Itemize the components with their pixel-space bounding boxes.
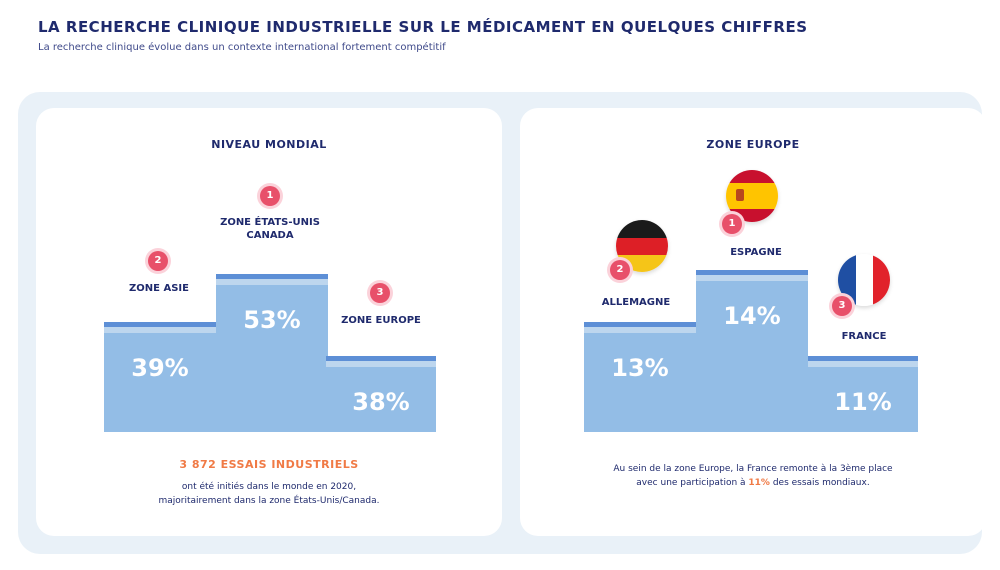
category-label: ZONE EUROPE xyxy=(341,315,421,326)
footer-highlight: 3 872 ESSAIS INDUSTRIELS xyxy=(179,458,359,471)
panel-title-world: NIVEAU MONDIAL xyxy=(211,138,327,151)
page-title: LA RECHERCHE CLINIQUE INDUSTRIELLE SUR L… xyxy=(38,18,808,36)
footer-line: Au sein de la zone Europe, la France rem… xyxy=(613,464,893,474)
category-label: FRANCE xyxy=(841,331,887,342)
podium-step-bar xyxy=(104,333,216,432)
category-label: ALLEMAGNE xyxy=(601,297,671,308)
podium-step-bar xyxy=(216,285,328,432)
podium-step-bar xyxy=(584,333,696,432)
podium-step-rim xyxy=(104,327,216,333)
podium-step-bar xyxy=(696,281,808,432)
category-label: ZONE ASIE xyxy=(129,283,189,294)
podium-step-rim xyxy=(216,279,328,285)
podium-step-rim xyxy=(696,275,808,281)
podium-step-top xyxy=(326,356,436,361)
rank-badge: 2 xyxy=(610,260,630,280)
podium-step-top xyxy=(696,270,808,275)
podium-step-top xyxy=(216,274,328,279)
rank-badge: 3 xyxy=(832,296,852,316)
footer-text-post: des essais mondiaux. xyxy=(769,478,870,488)
rank-badge: 1 xyxy=(260,186,280,206)
france-flag-icon xyxy=(838,254,890,306)
footer-highlight: 11% xyxy=(748,478,770,488)
value-label: 38% xyxy=(352,388,410,416)
panel-europe: ZONE EUROPE 2 ALLEMAGNE 13% 1 ESPAGNE 14… xyxy=(520,108,986,536)
podium-step-rim xyxy=(808,361,918,367)
category-label: ESPAGNE xyxy=(730,247,782,258)
podium-step-top xyxy=(104,322,216,327)
category-label: ZONE ÉTATS-UNIS CANADA xyxy=(220,217,320,241)
podium-step-top xyxy=(584,322,696,327)
panel-title-europe: ZONE EUROPE xyxy=(706,138,800,151)
value-label: 39% xyxy=(131,354,189,382)
panel-world: NIVEAU MONDIAL 2 ZONE ASIE 39% 1 ZONE ÉT… xyxy=(36,108,502,536)
rank-badge: 1 xyxy=(722,214,742,234)
footer-text: ont été initiés dans le monde en 2020, m… xyxy=(36,480,502,508)
podium-step-top xyxy=(808,356,918,361)
footer-text-pre: avec une participation à xyxy=(636,478,749,488)
podium-step-bar xyxy=(808,367,918,432)
value-label: 13% xyxy=(611,354,669,382)
value-label: 53% xyxy=(243,306,301,334)
rank-badge: 3 xyxy=(370,283,390,303)
footer-line: ont été initiés dans le monde en 2020, xyxy=(181,482,357,492)
podium-step-bar xyxy=(326,367,436,432)
podium-step-rim xyxy=(584,327,696,333)
footer-line: avec une participation à 11% des essais … xyxy=(520,476,986,490)
rank-badge: 2 xyxy=(148,251,168,271)
page-subtitle: La recherche clinique évolue dans un con… xyxy=(38,42,446,53)
footer-line: majoritairement dans la zone États-Unis/… xyxy=(158,496,380,506)
podium-step-rim xyxy=(326,361,436,367)
footer-text: Au sein de la zone Europe, la France rem… xyxy=(520,462,986,490)
value-label: 11% xyxy=(834,388,892,416)
value-label: 14% xyxy=(723,302,781,330)
